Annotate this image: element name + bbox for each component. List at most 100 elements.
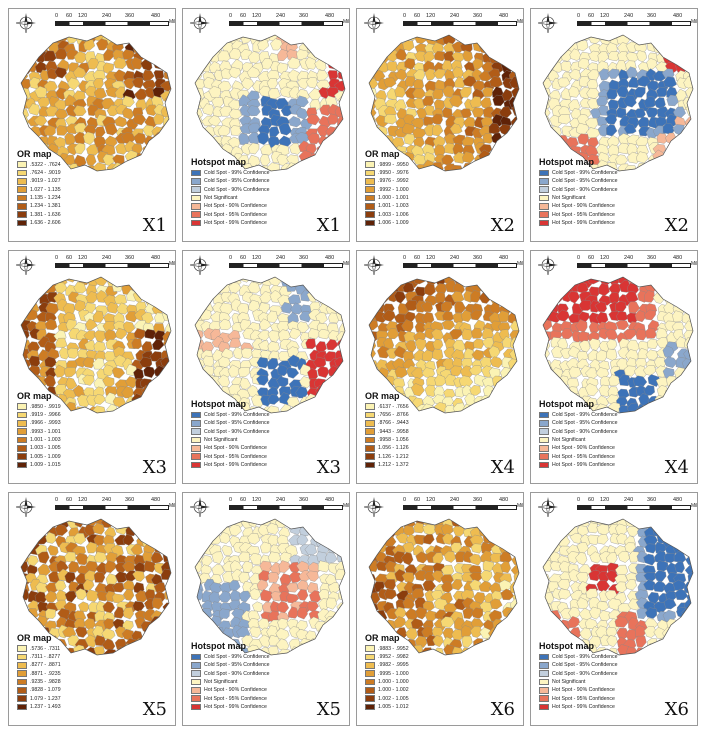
legend-swatch <box>539 194 549 202</box>
district-polygon <box>144 637 157 649</box>
district-polygon <box>412 87 427 99</box>
district-polygon <box>672 402 686 413</box>
scale-unit-label: Miles <box>343 261 349 267</box>
legend-swatch <box>17 645 27 653</box>
legend-swatch <box>365 411 375 419</box>
district-polygon <box>217 50 231 62</box>
legend-entry: .7624 - .9019 <box>17 169 61 177</box>
district-polygon <box>259 318 272 331</box>
district-polygon <box>459 35 474 42</box>
legend-label: 1.005 - 1.009 <box>30 453 61 460</box>
district-polygon <box>212 519 227 527</box>
legend-swatch <box>191 428 201 435</box>
district-polygon <box>543 610 553 622</box>
district-polygon <box>317 135 332 147</box>
district-polygon <box>558 114 571 125</box>
legend-entry: 1.000 - 1.002 <box>365 686 409 694</box>
legend-entry: .5322 - .7624 <box>17 161 61 169</box>
north-arrow-icon <box>537 497 558 518</box>
district-polygon <box>159 635 171 647</box>
district-polygon <box>549 377 563 391</box>
district-polygon <box>557 77 571 88</box>
district-polygon <box>66 163 80 171</box>
district-polygon <box>414 35 427 44</box>
district-polygon <box>551 141 564 155</box>
district-polygon <box>38 35 51 45</box>
district-polygon <box>665 519 678 526</box>
district-polygon <box>510 393 519 407</box>
district-polygon <box>567 291 581 304</box>
legend-swatch <box>17 453 27 460</box>
district-polygon <box>502 385 516 397</box>
hotspot-map-legend: Hotspot map Cold Spot - 99% Confidence Col… <box>191 157 269 227</box>
district-polygon <box>578 340 591 353</box>
district-polygon <box>543 527 553 539</box>
district-polygon <box>249 588 262 601</box>
district-polygon <box>375 561 389 572</box>
district-polygon <box>684 284 693 298</box>
scale-unit-label: Miles <box>691 503 697 509</box>
district-polygon <box>103 618 116 630</box>
district-polygon <box>299 311 312 323</box>
scale-tick-label: 360 <box>473 255 483 261</box>
district-polygon <box>578 35 591 41</box>
scale-tick-label: 60 <box>414 255 421 261</box>
legend-swatch <box>191 186 201 193</box>
legend-label: Cold Spot - 90% Confidence <box>552 670 618 677</box>
legend-label: Cold Spot - 95% Confidence <box>552 420 618 427</box>
district-polygon <box>218 590 232 603</box>
legend-swatch <box>539 695 549 702</box>
district-polygon <box>558 588 571 600</box>
district-polygon <box>270 38 283 51</box>
region-outline <box>542 34 694 172</box>
legend-label: Cold Spot - 90% Confidence <box>552 186 618 193</box>
district-polygon <box>115 327 127 340</box>
legend-swatch <box>191 436 201 444</box>
hotspot-map <box>194 518 346 656</box>
scale-tick-label: 360 <box>647 255 657 261</box>
district-polygon <box>92 310 104 323</box>
scale-bar-graphic <box>55 21 169 26</box>
legend-label: .8277 - .8871 <box>30 662 61 669</box>
district-polygon <box>132 113 147 126</box>
district-polygon <box>579 627 592 641</box>
scale-bar: 0 60 120 240 360 480 Miles <box>403 13 523 31</box>
choropleth-map <box>20 34 172 172</box>
district-polygon <box>568 366 582 379</box>
district-polygon <box>369 610 379 622</box>
district-polygon <box>195 385 203 398</box>
scale-tick-label: 120 <box>600 13 610 19</box>
variable-label: X1 <box>316 215 341 236</box>
district-polygon <box>268 88 281 99</box>
scale-tick-label: 240 <box>624 13 634 19</box>
district-polygon <box>195 115 204 128</box>
district-polygon <box>113 294 128 305</box>
legend-entry: .9443 - .9958 <box>365 427 409 435</box>
district-polygon <box>151 597 164 610</box>
district-polygon <box>376 40 389 53</box>
legend-swatch <box>17 169 27 177</box>
scale-unit-label: Miles <box>169 261 175 267</box>
district-polygon <box>633 35 648 42</box>
district-polygon <box>684 164 693 171</box>
legend-title: Hotspot map <box>191 640 246 651</box>
legend-entry: 1.001 - 1.003 <box>17 436 61 444</box>
district-polygon <box>161 43 171 54</box>
legend-swatch <box>191 219 201 227</box>
legend-swatch <box>191 211 201 218</box>
legend-swatch <box>539 453 549 460</box>
legend-swatch <box>539 420 549 427</box>
district-polygon <box>307 132 321 144</box>
district-polygon <box>502 41 516 52</box>
district-polygon <box>664 636 678 649</box>
district-polygon <box>27 282 39 294</box>
district-polygon <box>315 277 329 287</box>
district-polygon <box>337 163 345 171</box>
district-polygon <box>333 277 345 288</box>
district-polygon <box>449 329 463 340</box>
district-polygon <box>142 69 155 82</box>
district-polygon <box>310 405 322 413</box>
district-polygon <box>433 68 446 79</box>
district-polygon <box>682 525 693 539</box>
variable-label: X5 <box>142 699 167 720</box>
